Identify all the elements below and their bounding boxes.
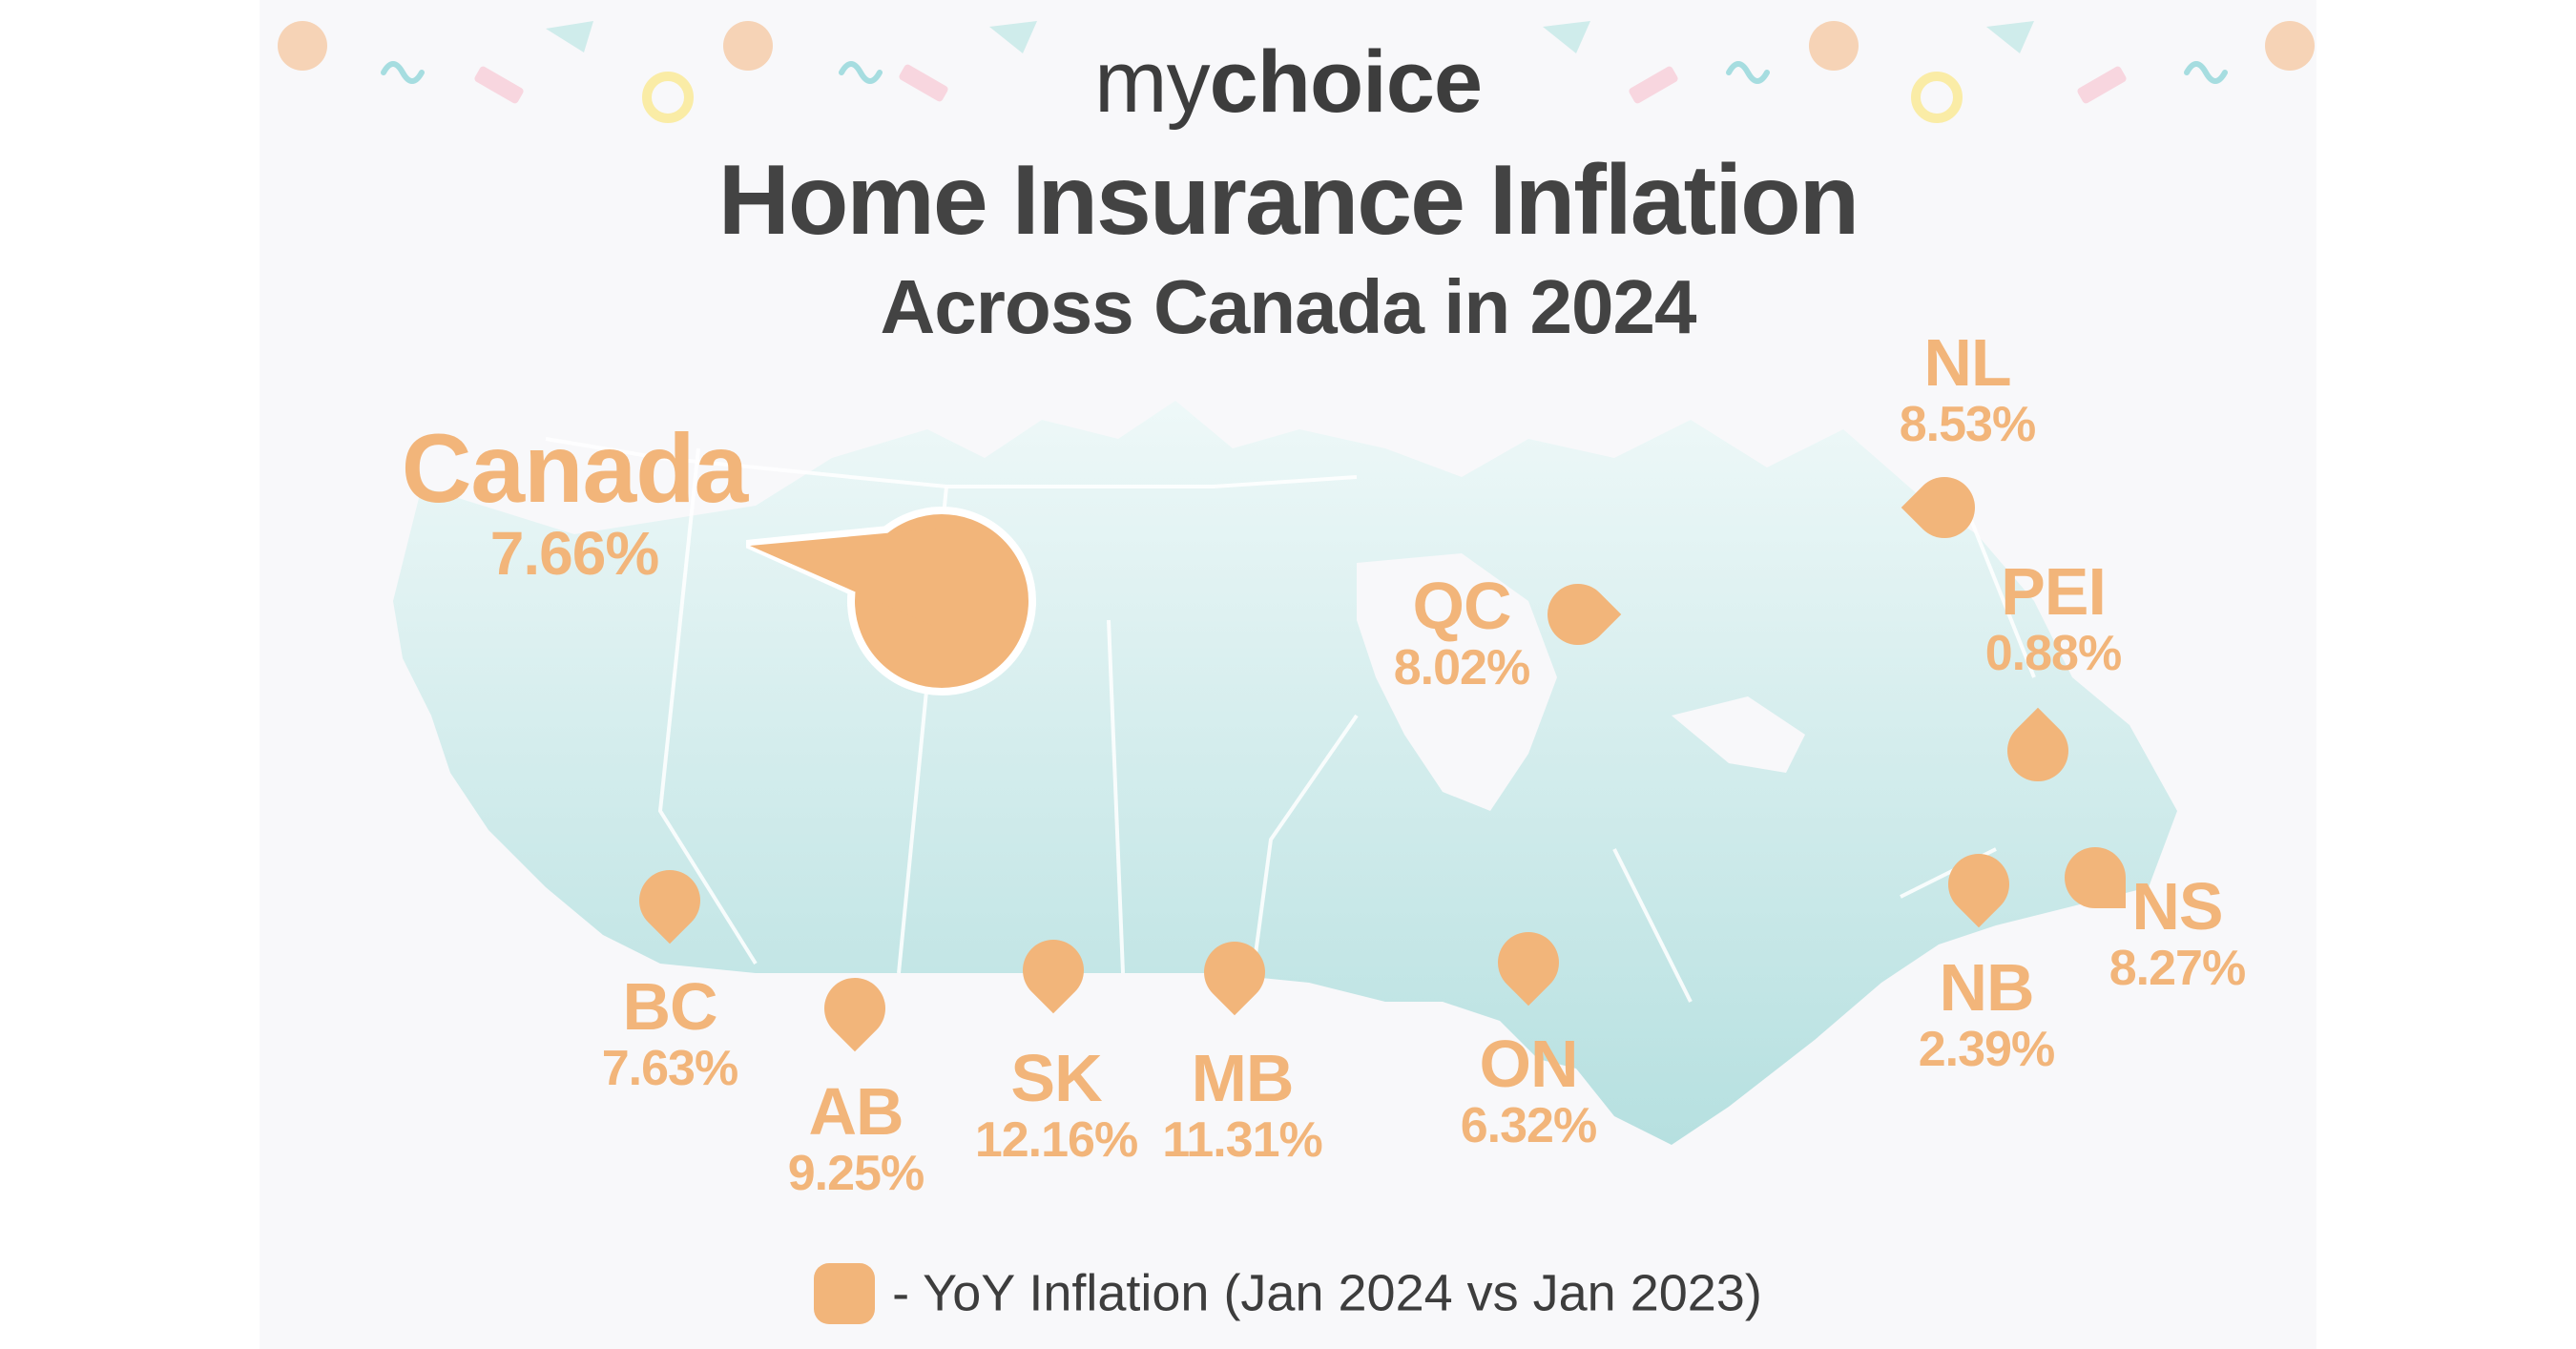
sk-label: SK 12.16%: [951, 1045, 1161, 1165]
page-title: Home Insurance Inflation: [717, 145, 1859, 256]
pei-label: PEI 0.88%: [1948, 558, 2158, 678]
bc-value: 7.63%: [601, 1041, 738, 1096]
on-value: 6.32%: [1460, 1098, 1597, 1153]
sk-value: 12.16%: [974, 1112, 1138, 1168]
pei-value: 0.88%: [1984, 626, 2122, 681]
legend: - YoY Inflation (Jan 2024 vs Jan 2023): [260, 1259, 2316, 1324]
bc-code: BC: [622, 969, 717, 1044]
canada-label: Canada 7.66%: [393, 420, 756, 584]
pei-code: PEI: [2001, 554, 2107, 629]
on-code: ON: [1479, 1027, 1579, 1101]
ab-code: AB: [808, 1074, 904, 1149]
bc-label: BC 7.63%: [574, 973, 765, 1093]
mb-value: 11.31%: [1162, 1112, 1323, 1168]
nb-code: NB: [1939, 950, 2034, 1025]
infographic-card: mychoice Home Insurance Inflation Across…: [260, 0, 2316, 1349]
on-label: ON 6.32%: [1423, 1030, 1633, 1151]
ab-label: AB 9.25%: [760, 1078, 951, 1198]
nb-value: 2.39%: [1918, 1022, 2055, 1077]
sk-code: SK: [1010, 1041, 1102, 1115]
confetti-decoration: [278, 21, 2315, 123]
ns-code: NS: [2131, 869, 2223, 944]
nl-label: NL 8.53%: [1872, 329, 2063, 449]
mychoice-logo: mychoice: [260, 38, 2316, 126]
qc-code: QC: [1412, 569, 1512, 643]
mb-label: MB 11.31%: [1137, 1045, 1347, 1165]
qc-label: QC 8.02%: [1357, 572, 1567, 693]
nb-label: NB 2.39%: [1881, 954, 2091, 1074]
canada-value: 7.66%: [489, 519, 659, 588]
ns-label: NS 8.27%: [2072, 873, 2282, 993]
ab-value: 9.25%: [787, 1146, 924, 1201]
mb-code: MB: [1191, 1041, 1295, 1115]
legend-swatch: [814, 1262, 876, 1324]
page-subtitle: Across Canada in 2024: [880, 264, 1697, 349]
legend-text: - YoY Inflation (Jan 2024 vs Jan 2023): [892, 1264, 1762, 1322]
canada-marker: [746, 507, 1036, 695]
logo-choice: choice: [1209, 33, 1483, 131]
qc-value: 8.02%: [1393, 640, 1530, 695]
nl-code: NL: [1923, 325, 2011, 400]
canada-code: Canada: [401, 414, 748, 523]
ns-value: 8.27%: [2109, 941, 2246, 996]
nl-value: 8.53%: [1899, 397, 2036, 452]
logo-my: my: [1093, 33, 1211, 131]
